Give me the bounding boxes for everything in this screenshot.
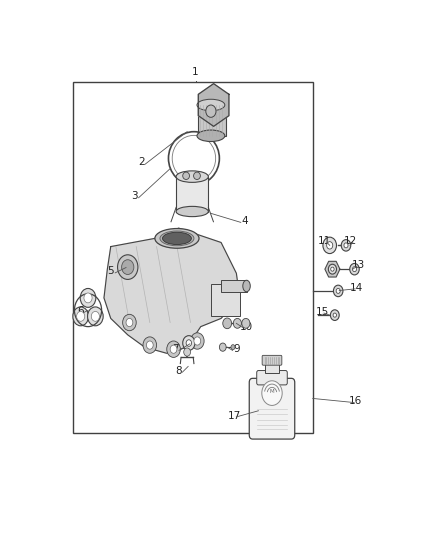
Circle shape xyxy=(117,255,138,279)
Text: 13: 13 xyxy=(352,260,365,270)
Circle shape xyxy=(331,267,334,271)
Text: 6: 6 xyxy=(77,306,84,316)
Text: 14: 14 xyxy=(350,282,364,293)
Circle shape xyxy=(186,340,191,346)
Text: 16: 16 xyxy=(349,397,362,406)
Circle shape xyxy=(191,333,204,349)
Circle shape xyxy=(143,337,156,353)
Ellipse shape xyxy=(243,280,250,292)
Circle shape xyxy=(126,318,133,327)
Circle shape xyxy=(123,314,136,330)
Bar xyxy=(176,176,208,212)
Circle shape xyxy=(170,345,177,353)
Circle shape xyxy=(91,311,99,321)
Ellipse shape xyxy=(176,171,208,182)
Text: 8: 8 xyxy=(175,366,182,376)
Bar xyxy=(198,105,226,136)
Circle shape xyxy=(223,318,232,329)
Circle shape xyxy=(84,293,92,303)
Text: 9: 9 xyxy=(233,344,240,354)
Circle shape xyxy=(323,237,336,254)
Polygon shape xyxy=(104,228,240,353)
Bar xyxy=(265,363,279,374)
Circle shape xyxy=(242,318,250,328)
Ellipse shape xyxy=(176,206,208,216)
Circle shape xyxy=(353,266,357,272)
Text: 7: 7 xyxy=(172,344,179,354)
Ellipse shape xyxy=(155,229,199,248)
Circle shape xyxy=(333,285,343,297)
Circle shape xyxy=(122,260,134,274)
Text: 12: 12 xyxy=(343,236,357,246)
Circle shape xyxy=(327,241,333,249)
Bar xyxy=(221,280,247,292)
Ellipse shape xyxy=(160,231,194,246)
Circle shape xyxy=(184,348,191,356)
Ellipse shape xyxy=(197,130,225,142)
Circle shape xyxy=(206,105,216,117)
Circle shape xyxy=(77,311,85,321)
Ellipse shape xyxy=(197,99,225,111)
Circle shape xyxy=(328,264,336,274)
Circle shape xyxy=(336,288,340,293)
Circle shape xyxy=(330,310,339,320)
Circle shape xyxy=(231,345,235,350)
Circle shape xyxy=(333,313,336,317)
Text: 10: 10 xyxy=(240,321,253,332)
Bar xyxy=(74,83,313,433)
Ellipse shape xyxy=(183,172,190,180)
Circle shape xyxy=(73,307,88,326)
Text: 11: 11 xyxy=(318,236,331,246)
Circle shape xyxy=(146,341,153,349)
Circle shape xyxy=(167,341,180,358)
Circle shape xyxy=(341,240,351,251)
Circle shape xyxy=(350,263,359,275)
Polygon shape xyxy=(198,84,229,126)
Text: 15: 15 xyxy=(316,307,329,317)
Text: 3: 3 xyxy=(131,191,138,201)
Ellipse shape xyxy=(162,232,191,245)
Bar xyxy=(211,284,240,317)
FancyBboxPatch shape xyxy=(262,356,282,365)
Circle shape xyxy=(183,336,195,350)
Circle shape xyxy=(233,318,241,328)
Circle shape xyxy=(88,307,103,326)
Text: 4: 4 xyxy=(241,216,248,226)
Circle shape xyxy=(262,381,282,406)
Circle shape xyxy=(344,243,348,248)
Text: 17: 17 xyxy=(228,411,241,421)
Circle shape xyxy=(194,337,201,345)
Circle shape xyxy=(219,343,226,351)
Text: 1: 1 xyxy=(192,67,199,77)
FancyBboxPatch shape xyxy=(257,370,287,385)
Text: 5: 5 xyxy=(107,266,114,276)
Polygon shape xyxy=(325,261,340,277)
Text: M: M xyxy=(270,389,274,394)
Ellipse shape xyxy=(194,172,200,180)
FancyBboxPatch shape xyxy=(249,378,295,439)
Circle shape xyxy=(80,288,96,308)
Text: 2: 2 xyxy=(138,157,145,167)
